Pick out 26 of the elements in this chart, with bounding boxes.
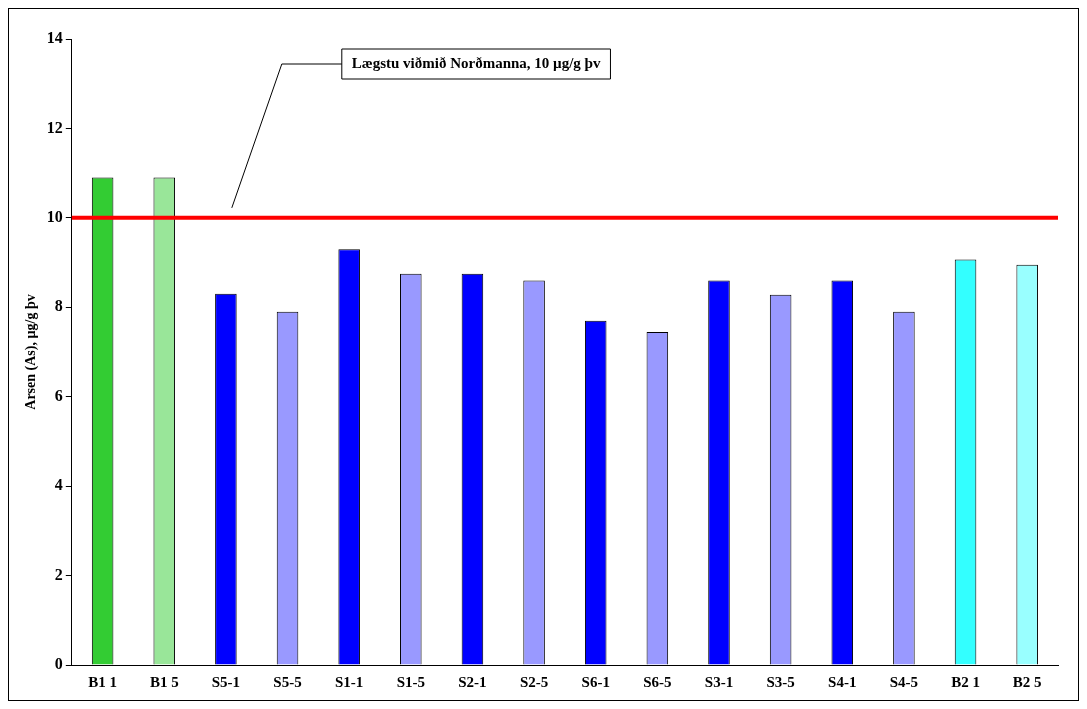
x-tick-label: S5-1	[211, 673, 241, 690]
x-tick-label: S6-1	[581, 673, 610, 690]
x-tick-label: S3-1	[704, 673, 734, 690]
x-tick-label: S4-5	[889, 673, 919, 690]
x-tick-label: S3-5	[766, 673, 795, 690]
x-tick-label: S5-5	[273, 673, 302, 690]
x-tick-label: B1 5	[149, 673, 179, 690]
x-tick-label: S4-1	[828, 673, 857, 690]
x-tick-label: B1 1	[88, 673, 117, 690]
y-tick-label: 2	[54, 565, 63, 583]
y-tick-label: 10	[46, 208, 63, 225]
y-tick-label: 4	[54, 476, 63, 494]
y-tick-label: 0	[54, 655, 63, 673]
x-tick-label: S1-1	[335, 673, 364, 690]
ref-line-label: Lægstu viðmið Norðmanna, 10 µg/g þv	[351, 54, 601, 71]
x-tick-label: B2 1	[951, 673, 980, 690]
x-tick-label: S2-1	[458, 673, 487, 690]
x-tick-label: B2 5	[1012, 673, 1042, 690]
x-tick-label: S6-5	[643, 673, 672, 690]
y-tick-label: 14	[46, 29, 63, 47]
x-tick-label: S2-5	[519, 673, 549, 690]
y-axis-title: Arsen (As), µg/g þv	[23, 294, 40, 410]
x-tick-label: S1-5	[396, 673, 425, 690]
y-tick-label: 8	[54, 297, 63, 315]
y-tick-label: 6	[54, 386, 63, 404]
y-tick-label: 12	[46, 118, 63, 136]
